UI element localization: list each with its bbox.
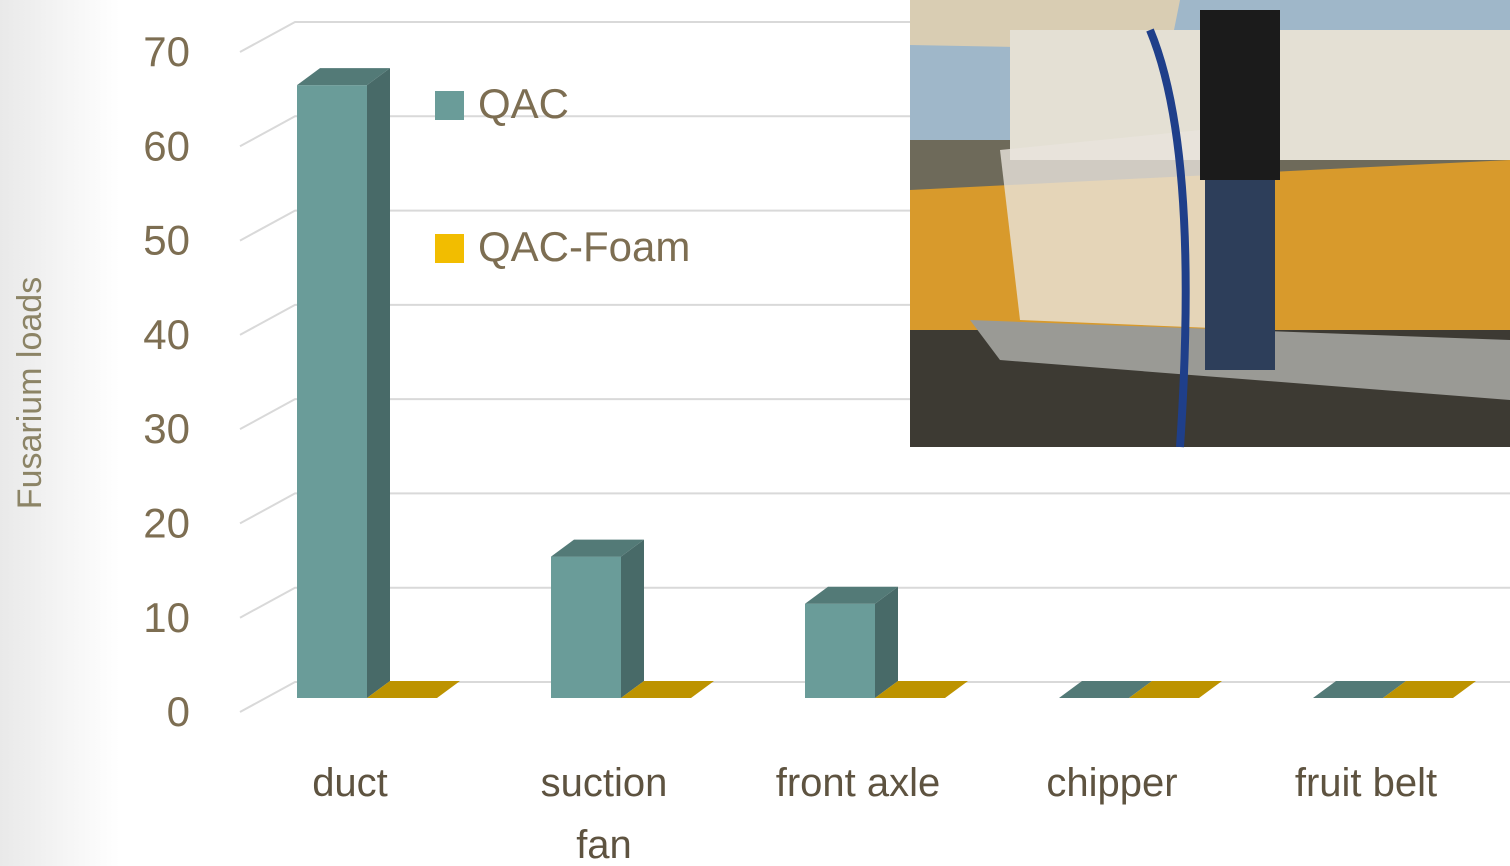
- bar-top: [875, 681, 968, 698]
- x-tick-label: suction fan: [540, 761, 668, 866]
- bars: [297, 68, 1476, 698]
- legend-swatch: [435, 234, 464, 263]
- y-tick-label: 60: [143, 122, 190, 169]
- y-tick-label: 70: [143, 28, 190, 75]
- bar-top: [621, 681, 714, 698]
- photo-inset: [910, 0, 1510, 448]
- y-tick-label: 50: [143, 217, 190, 264]
- photo-person-legs: [1205, 180, 1275, 370]
- bar-top: [367, 681, 460, 698]
- x-tick-label: front axle: [775, 761, 941, 805]
- y-tick-label: 40: [143, 311, 190, 358]
- photo-hose: [1146, 28, 1190, 448]
- bar-top: [805, 586, 898, 604]
- x-tick-label: chipper: [1046, 761, 1178, 805]
- photo-foam: [1000, 130, 1260, 330]
- grid: [239, 21, 1510, 713]
- bar-top: [1129, 681, 1222, 698]
- bar-front: [805, 603, 875, 698]
- y-tick-label: 20: [143, 500, 190, 547]
- grid-line: [239, 492, 1510, 525]
- bar-top: [1059, 681, 1152, 698]
- bar-top: [297, 68, 390, 86]
- grid-line: [239, 586, 1510, 619]
- legend-label: QAC-Foam: [478, 223, 690, 270]
- y-tick-label: 10: [143, 594, 190, 641]
- bar-top: [551, 539, 644, 557]
- y-axis-label: Fusarium loads: [11, 277, 49, 509]
- legend-label: QAC: [478, 80, 569, 127]
- x-tick-label: duct: [312, 761, 388, 805]
- bar-side: [621, 539, 644, 698]
- y-tick-label: 0: [167, 688, 190, 735]
- bar-front: [551, 556, 621, 698]
- bar-front: [297, 85, 367, 698]
- y-tick-label: 30: [143, 405, 190, 452]
- legend-swatch: [435, 91, 464, 120]
- bar-top: [1383, 681, 1476, 698]
- bar-side: [367, 68, 390, 698]
- x-tick-label: fruit belt: [1294, 761, 1438, 805]
- bar-side: [875, 586, 898, 698]
- photo-person: [1200, 10, 1280, 180]
- bar-top: [1313, 681, 1406, 698]
